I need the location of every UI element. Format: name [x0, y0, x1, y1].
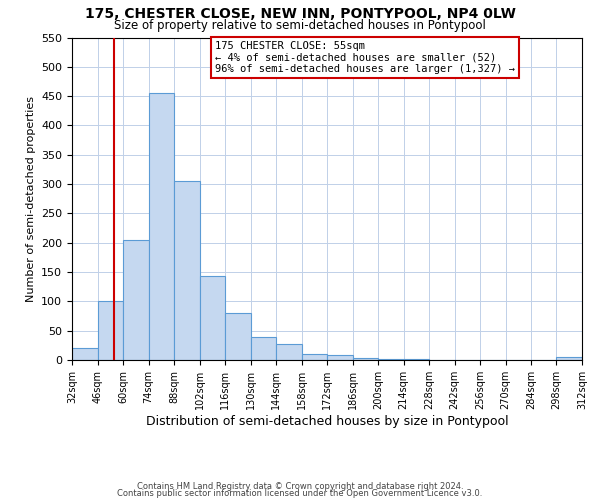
Bar	[149, 93, 174, 360]
Text: 175, CHESTER CLOSE, NEW INN, PONTYPOOL, NP4 0LW: 175, CHESTER CLOSE, NEW INN, PONTYPOOL, …	[85, 8, 515, 22]
Bar	[123, 240, 149, 360]
Bar	[327, 356, 353, 360]
Bar	[174, 181, 199, 360]
Bar	[97, 302, 123, 360]
Bar	[378, 359, 404, 360]
Bar	[556, 357, 582, 360]
Bar	[302, 354, 327, 360]
Y-axis label: Number of semi-detached properties: Number of semi-detached properties	[26, 96, 35, 302]
Text: Size of property relative to semi-detached houses in Pontypool: Size of property relative to semi-detach…	[114, 18, 486, 32]
Text: Contains HM Land Registry data © Crown copyright and database right 2024.: Contains HM Land Registry data © Crown c…	[137, 482, 463, 491]
Bar	[199, 276, 225, 360]
X-axis label: Distribution of semi-detached houses by size in Pontypool: Distribution of semi-detached houses by …	[146, 414, 508, 428]
Text: Contains public sector information licensed under the Open Government Licence v3: Contains public sector information licen…	[118, 489, 482, 498]
Bar	[276, 344, 302, 360]
Bar	[225, 313, 251, 360]
Bar	[251, 336, 276, 360]
Bar	[72, 348, 97, 360]
Text: 175 CHESTER CLOSE: 55sqm
← 4% of semi-detached houses are smaller (52)
96% of se: 175 CHESTER CLOSE: 55sqm ← 4% of semi-de…	[215, 40, 515, 74]
Bar	[353, 358, 378, 360]
